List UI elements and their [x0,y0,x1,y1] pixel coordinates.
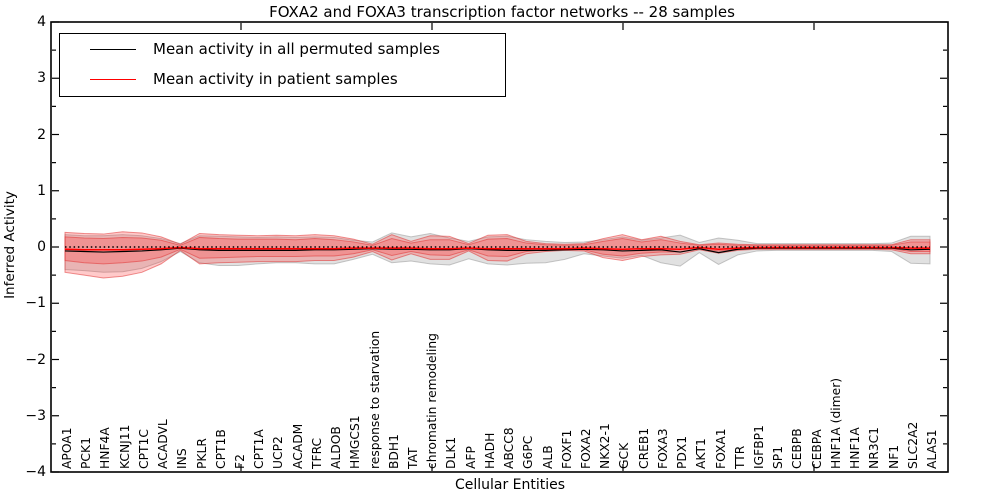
x-category-label: TAT [406,447,420,469]
x-category-label: HADH [482,432,497,469]
x-category-label: SP1 [771,445,786,469]
x-category-label: chromatin remodeling [425,333,440,469]
y-tick-label: 0 [37,239,46,255]
x-category-label: CEBPB [790,428,805,469]
x-axis-label: Cellular Entities [454,477,566,493]
y-tick-label: −1 [25,295,46,312]
legend-item-patient: Mean activity in patient samples [60,64,505,94]
x-category-label: CPT1C [136,429,151,469]
chart-title: FOXA2 and FOXA3 transcription factor net… [269,3,735,21]
legend-item-permuted: Mean activity in all permuted samples [60,34,505,64]
x-category-label: KCNJ11 [117,424,132,469]
x-category-label: PDX1 [675,435,690,469]
x-category-label: ABCC8 [502,427,517,469]
x-category-label: PCK1 [79,437,94,469]
legend-line-sample-red [90,78,136,80]
x-category-label: INS [175,448,190,469]
x-category-label: response to starvation [367,330,382,469]
x-category-label: F2 [233,454,247,469]
x-category-label: ACADM [290,423,305,469]
x-category-label: TTR [732,445,747,469]
x-category-label: FOXF1 [559,429,574,469]
x-category-label: ALB [540,445,555,469]
y-tick-label: 2 [37,126,46,143]
x-category-label: TFRC [309,437,324,469]
y-tick-label: 3 [37,70,46,87]
x-category-label: PKLR [194,438,209,469]
x-category-label: IGFBP1 [752,425,766,469]
legend: Mean activity in all permuted samples Me… [59,33,506,97]
x-category-label: CPT1A [252,429,267,469]
x-category-label: HMGCS1 [348,415,363,469]
y-tick-label: −3 [25,407,46,424]
x-category-label: FOXA2 [579,428,593,469]
x-category-label: CEBPA [809,429,824,469]
y-tick-label: 1 [37,182,46,199]
x-category-label: CPT1B [213,429,228,469]
x-category-label: GCK [617,442,632,469]
x-category-label: HNF1A (dimer) [828,377,843,469]
x-category-label: HNF4A [98,427,113,469]
x-category-label: FOXA3 [655,428,670,469]
x-category-label: NF1 [886,444,901,469]
y-tick-label: 4 [37,14,46,30]
x-category-label: CREB1 [636,427,651,469]
x-category-label: FOXA1 [713,428,728,469]
x-category-label: AKT1 [694,438,709,469]
x-category-label: G6PC [521,435,536,469]
y-tick-label: −2 [25,351,46,368]
x-category-label: NKX2-1 [598,423,613,469]
x-category-label: SLC2A2 [905,421,920,469]
x-category-label: APOA1 [60,427,74,469]
x-category-label: ALAS1 [925,429,939,469]
x-category-label: HNF1A [848,427,863,469]
x-category-label: NR3C1 [867,427,882,469]
x-category-label: UCP2 [271,436,286,469]
legend-item-label: Mean activity in patient samples [153,70,398,88]
x-category-label: ALDOB [329,426,344,469]
x-category-label: BDH1 [386,434,401,469]
x-category-label: ACADVL [156,419,171,469]
legend-line-sample-black [90,48,136,50]
legend-item-label: Mean activity in all permuted samples [153,40,440,58]
x-category-label: AFP [463,446,478,469]
x-category-label: DLK1 [444,436,459,469]
y-tick-label: −4 [25,464,46,480]
